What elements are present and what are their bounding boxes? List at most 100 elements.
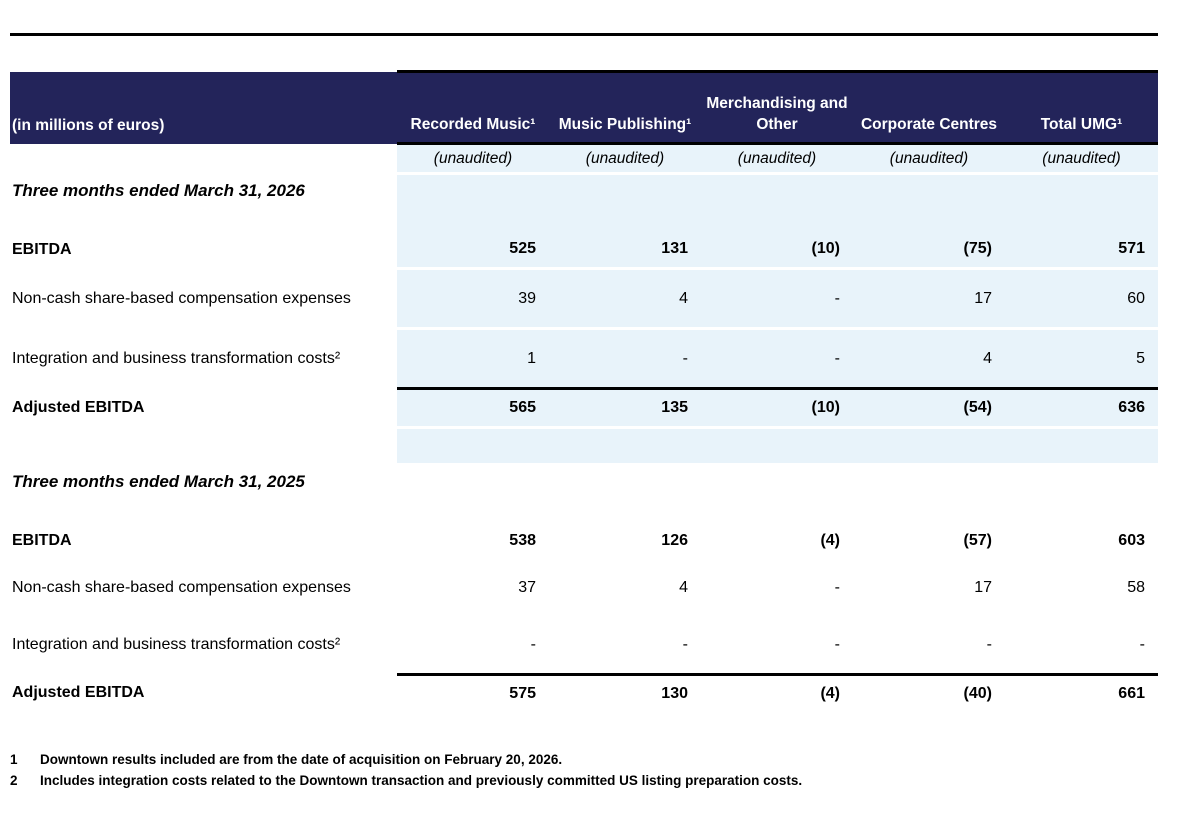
row-label-text: Non-cash share-based compensation expens… xyxy=(12,289,351,307)
empty-cell xyxy=(397,209,549,231)
empty-cell xyxy=(853,209,1005,231)
empty-cell xyxy=(549,209,701,231)
footnote-1: 1 Downtown results included are from the… xyxy=(10,749,1188,770)
value-cell: 5 xyxy=(1005,328,1158,389)
value-cell: - xyxy=(834,635,840,653)
table-row-adjusted-ebitda-2025: Adjusted EBITDA 575 130 (4) (40) 661 xyxy=(10,673,1158,712)
row-label-text: Integration and business transformation … xyxy=(12,636,341,654)
table-row-noncash-2025: Non-cash share-based compensation expens… xyxy=(10,559,1158,616)
table-row-integration-2025: Integration and business transformation … xyxy=(10,616,1158,675)
value-cell: 39 xyxy=(397,268,549,330)
row-label: Non-cash share-based compensation expens… xyxy=(10,559,397,616)
value-cell: (4) xyxy=(820,532,840,549)
empty-cell xyxy=(549,427,701,463)
section-title-2026: Three months ended March 31, 2026 xyxy=(12,181,305,201)
value-cell: - xyxy=(1139,635,1145,653)
row-label: Adjusted EBITDA xyxy=(12,684,145,702)
value-cell: 1 xyxy=(397,328,549,389)
value-cell: - xyxy=(530,635,536,653)
unaudited-label: (unaudited) xyxy=(701,143,853,175)
column-header-total-umg: Total UMG¹ xyxy=(1005,70,1158,145)
value-cell: 4 xyxy=(679,578,688,596)
empty-cell xyxy=(1005,427,1158,463)
value-cell: 135 xyxy=(549,387,701,429)
empty-cell xyxy=(701,427,853,463)
value-cell: - xyxy=(834,578,840,596)
empty-cell xyxy=(853,463,1005,501)
section-title-2025: Three months ended March 31, 2025 xyxy=(12,472,305,491)
value-cell: 538 xyxy=(509,532,536,549)
empty-cell xyxy=(853,501,1005,523)
empty-cell xyxy=(10,428,397,464)
empty-cell xyxy=(10,144,397,174)
empty-cell xyxy=(701,463,853,501)
value-cell: 661 xyxy=(1005,673,1158,712)
column-header-recorded-music: Recorded Music¹ xyxy=(397,70,549,145)
empty-cell xyxy=(701,173,853,209)
footnote-text: Downtown results included are from the d… xyxy=(40,752,563,767)
row-label: EBITDA xyxy=(12,532,72,550)
value-cell: 60 xyxy=(1005,268,1158,330)
table-header-row: (in millions of euros) Recorded Music¹ M… xyxy=(10,70,1158,145)
empty-cell xyxy=(1005,173,1158,209)
table-row-noncash-2026: Non-cash share-based compensation expens… xyxy=(10,268,1158,330)
empty-cell xyxy=(853,173,1005,209)
value-cell: - xyxy=(701,328,853,389)
empty-cell xyxy=(1005,209,1158,231)
value-cell: 130 xyxy=(549,673,701,712)
spacer-row xyxy=(10,501,1158,523)
unaudited-label: (unaudited) xyxy=(549,143,701,175)
row-label: EBITDA xyxy=(12,240,72,258)
column-header-corporate-centres: Corporate Centres xyxy=(853,70,1005,145)
empty-cell xyxy=(549,501,701,523)
spacer-row xyxy=(10,209,1158,231)
column-header-merchandising: Merchandising and Other xyxy=(701,70,853,145)
value-cell: 37 xyxy=(518,578,536,596)
unaudited-label: (unaudited) xyxy=(397,143,549,175)
footnote-number: 1 xyxy=(10,752,18,767)
table-row-ebitda-2026: EBITDA 525 131 (10) (75) 571 xyxy=(10,231,1158,270)
row-label: Adjusted EBITDA xyxy=(12,399,145,417)
empty-cell xyxy=(397,427,549,463)
section-title-row-2025: Three months ended March 31, 2025 xyxy=(10,463,1158,501)
value-cell: (57) xyxy=(963,532,992,549)
column-header-music-publishing: Music Publishing¹ xyxy=(549,70,701,145)
value-cell: 4 xyxy=(549,268,701,330)
value-cell: 4 xyxy=(853,328,1005,389)
empty-cell xyxy=(701,209,853,231)
unaudited-row: (unaudited) (unaudited) (unaudited) (una… xyxy=(10,143,1158,175)
row-label-text: Integration and business transformation … xyxy=(12,349,341,367)
empty-cell xyxy=(549,463,701,501)
value-cell: 636 xyxy=(1005,387,1158,429)
value-cell: 131 xyxy=(549,231,701,270)
row-label: Integration and business transformation … xyxy=(10,329,397,389)
value-cell: - xyxy=(549,328,701,389)
table-row-adjusted-ebitda-2026: Adjusted EBITDA 565 135 (10) (54) 636 xyxy=(10,387,1158,429)
units-label: (in millions of euros) xyxy=(10,71,397,144)
empty-cell xyxy=(397,501,549,523)
table-row-integration-2026: Integration and business transformation … xyxy=(10,328,1158,389)
ebitda-segment-table: (in millions of euros) Recorded Music¹ M… xyxy=(10,70,1158,712)
value-cell: 603 xyxy=(1118,532,1145,549)
value-cell: 571 xyxy=(1005,231,1158,270)
footnote-number: 2 xyxy=(10,773,18,788)
value-cell: 126 xyxy=(661,532,688,549)
value-cell: (75) xyxy=(853,231,1005,270)
value-cell: (10) xyxy=(701,387,853,429)
footnote-text: Includes integration costs related to th… xyxy=(40,773,803,788)
row-label-text: Non-cash share-based compensation expens… xyxy=(12,578,351,596)
unaudited-label: (unaudited) xyxy=(1005,143,1158,175)
empty-cell xyxy=(397,173,549,209)
empty-cell xyxy=(701,501,853,523)
empty-cell xyxy=(549,173,701,209)
value-cell: 525 xyxy=(397,231,549,270)
table-row-ebitda-2025: EBITDA 538 126 (4) (57) 603 xyxy=(10,523,1158,559)
top-horizontal-rule xyxy=(10,33,1158,36)
empty-cell xyxy=(10,501,397,523)
section-title-row-2026: Three months ended March 31, 2026 xyxy=(10,173,1158,209)
value-cell: 565 xyxy=(397,387,549,429)
value-cell: (4) xyxy=(701,673,853,712)
empty-cell xyxy=(10,209,397,231)
footnotes: 1 Downtown results included are from the… xyxy=(10,749,1188,791)
value-cell: (10) xyxy=(701,231,853,270)
